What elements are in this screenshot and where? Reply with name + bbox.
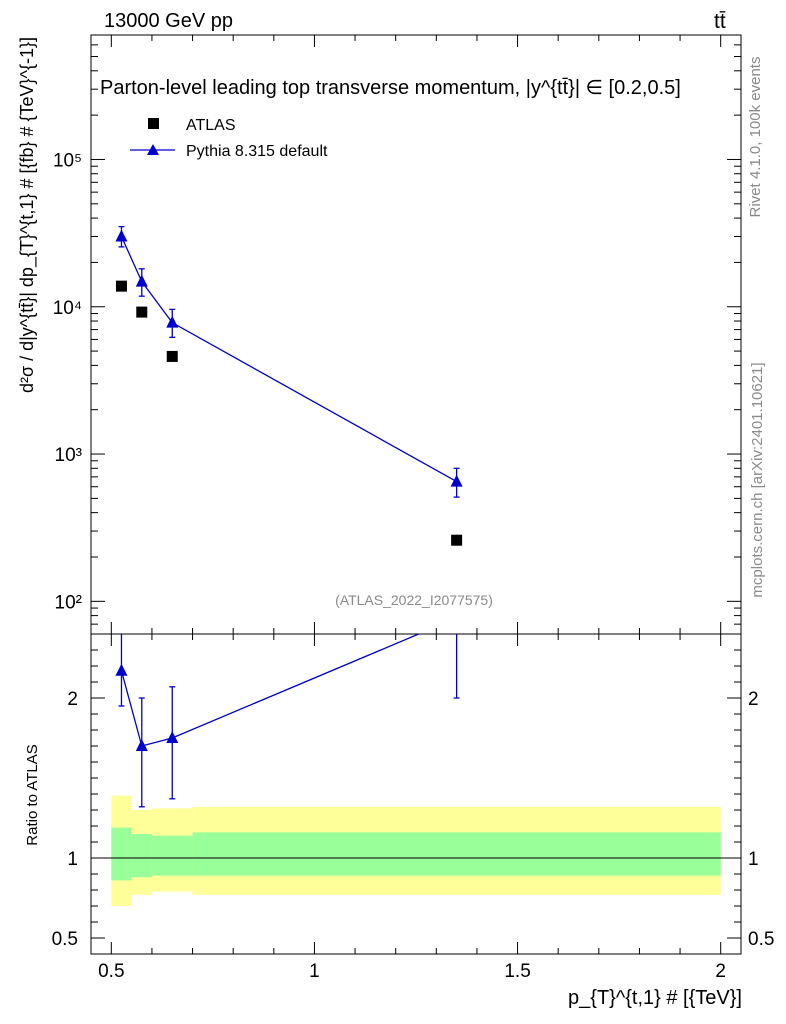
x-axis-title: p_{T}^{t,1} # [{TeV}] [568, 987, 742, 1009]
pythia-line [120, 236, 457, 483]
energy-label: 13000 GeV pp [104, 10, 233, 32]
pythia-data-point [115, 229, 128, 242]
y-tick-label: 10⁴ [53, 298, 82, 319]
x-tick-label: 1 [309, 961, 320, 982]
analysis-id: (ATLAS_2022_I2077575) [335, 592, 493, 608]
ratio-tick-label-left: 0.5 [52, 929, 78, 950]
y-tick-label: 10⁵ [53, 150, 82, 171]
legend-atlas-marker [148, 118, 159, 129]
mcplots-label: mcplots.cern.ch [arXiv:2401.10621] [749, 362, 766, 597]
y-tick-label: 10² [55, 592, 82, 613]
ratio-tick-label-right: 0.5 [748, 929, 774, 950]
data-series [115, 225, 463, 808]
plot-title: Parton-level leading top transverse mome… [100, 77, 681, 99]
legend-pythia-marker [147, 144, 159, 155]
pythia-ratio-point [166, 731, 179, 743]
ratio-axis-title: Ratio to ATLAS [24, 744, 41, 845]
stat-uncertainty-band [192, 832, 721, 876]
atlas-data-point [451, 534, 463, 546]
pythia-data-point [166, 315, 179, 328]
atlas-data-point [136, 306, 148, 318]
pythia-data-point [135, 274, 148, 287]
uncertainty-bands [111, 795, 721, 906]
ratio-tick-label-right: 2 [748, 689, 759, 710]
pythia-ratio-point [451, 611, 463, 623]
ratio-plot-frame [90, 633, 742, 955]
process-label: tt̄ [714, 10, 726, 33]
axis-ticks [91, 34, 741, 954]
y-tick-label: 10³ [55, 445, 82, 466]
legend-pythia-label: Pythia 8.315 default [186, 143, 328, 160]
pythia-ratio-series [115, 611, 463, 808]
stat-uncertainty-band [151, 835, 193, 876]
stat-uncertainty-band [131, 834, 152, 878]
axis-tick-labels: 0.5 1 1.5 2 10² 10³ 10⁴ 10⁵ 0.5 0.5 1 1 2 2 [52, 150, 775, 982]
pythia-ratio-line [120, 634, 421, 747]
x-tick-label: 1.5 [504, 961, 530, 982]
atlas-data-point [166, 350, 178, 362]
atlas-data-point [115, 280, 127, 292]
x-tick-label: 0.5 [98, 961, 124, 982]
ratio-tick-label-left: 1 [67, 849, 78, 870]
pythia-ratio-point [135, 739, 148, 751]
pythia-ratio-point [115, 663, 128, 676]
x-tick-label: 2 [715, 961, 726, 982]
stat-uncertainty-band [111, 827, 132, 881]
ratio-tick-label-right: 1 [748, 849, 759, 870]
rivet-label: Rivet 4.1.0, 100k events [747, 57, 764, 218]
ratio-tick-label-left: 2 [67, 689, 78, 710]
y-axis-title: d²σ / d|y^{tt̄}| dp_{T}^{t,1} # [{fb} # … [17, 37, 38, 393]
pythia-data-point [450, 474, 463, 487]
legend-atlas-label: ATLAS [186, 117, 236, 134]
